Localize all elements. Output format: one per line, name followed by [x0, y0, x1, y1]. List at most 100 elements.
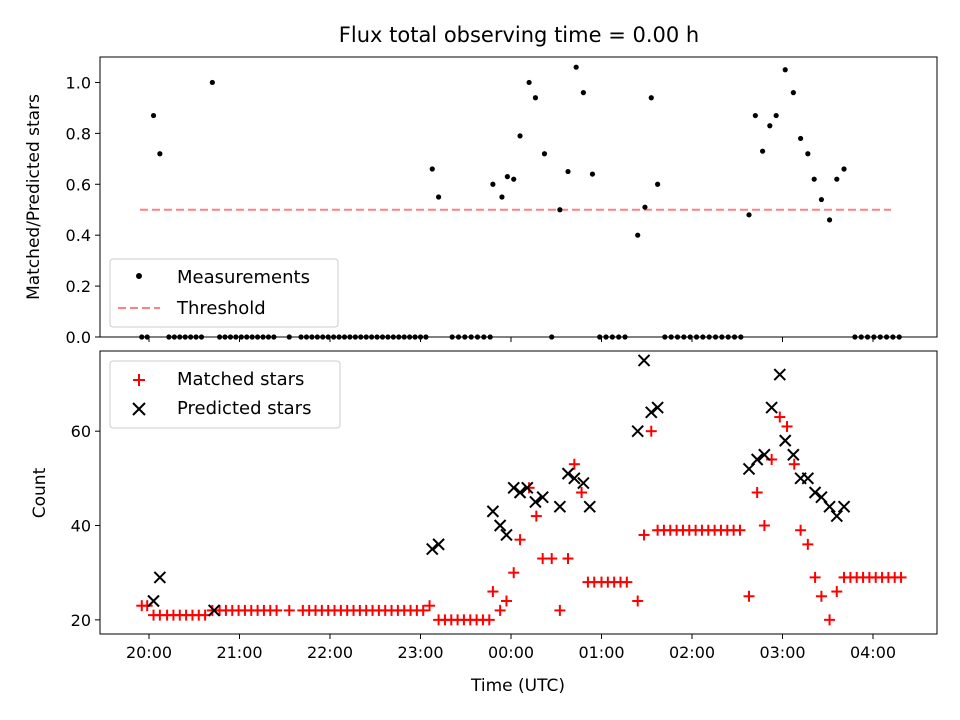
measurement-point — [767, 123, 773, 129]
predicted-star-point — [432, 538, 445, 551]
matched-star-point — [895, 571, 907, 583]
measurement-point — [504, 174, 510, 180]
predicted-star-point — [536, 491, 549, 504]
predicted-star-point — [637, 354, 651, 367]
ratio-panel: 0.0 0.2 0.4 0.6 0.8 1.0 Matched/Predicted sta… — [24, 56, 938, 347]
matched-star-point — [638, 529, 650, 541]
legend-label-matched: Matched stars — [177, 369, 304, 390]
ratio-y-tick-label: 0.2 — [66, 277, 91, 296]
measurement-point — [811, 176, 817, 182]
predicted-star-point — [147, 594, 160, 608]
matched-star-point — [795, 524, 807, 536]
measurement-point — [157, 151, 163, 157]
matched-star-point — [514, 534, 526, 546]
matched-star-point — [815, 590, 827, 602]
matched-star-point — [576, 487, 588, 498]
predicted-star-point — [500, 528, 513, 542]
ratio-y-axis-label: Matched/Predicted stars — [24, 94, 44, 300]
count-x-axis-label: Time (UTC) — [470, 676, 565, 696]
measurement-point — [759, 148, 766, 154]
matched-star-point — [751, 487, 763, 498]
predicted-star-point — [808, 486, 822, 499]
predicted-star-point — [529, 495, 542, 509]
predicted-star-point — [773, 368, 786, 381]
matched-star-point — [809, 571, 821, 583]
count-y-tick-label: 40 — [71, 517, 91, 536]
predicted-star-point — [837, 500, 851, 513]
predicted-star-point — [758, 448, 771, 461]
ratio-y-tick-label: 0.8 — [66, 124, 91, 143]
matched-star-point — [417, 604, 429, 616]
measurement-point — [746, 212, 752, 218]
matched-star-point — [621, 576, 633, 588]
matched-star-point — [831, 586, 843, 598]
measurement-point — [580, 90, 587, 96]
matched-star-point — [758, 520, 770, 532]
predicted-star-point — [486, 505, 500, 518]
count-marks — [136, 354, 907, 626]
count-y-tick-label: 20 — [71, 611, 91, 630]
measurement-point — [826, 217, 833, 223]
matched-star-point — [141, 600, 153, 612]
count-legend-box — [109, 360, 341, 429]
count-legend: Matched stars Predicted stars — [109, 360, 341, 429]
matched-star-point — [530, 510, 542, 522]
predicted-star-point — [651, 401, 664, 414]
predicted-star-point — [521, 481, 534, 494]
predicted-star-point — [765, 401, 778, 414]
measurement-point — [834, 176, 840, 182]
matched-star-point — [554, 604, 566, 616]
matched-star-point — [645, 425, 657, 437]
predicted-star-point — [553, 500, 567, 513]
measurement-point — [818, 196, 825, 203]
measurement-point — [557, 207, 563, 213]
legend-marker-matched — [133, 374, 145, 386]
matched-star-point — [283, 604, 295, 616]
measurement-point — [790, 90, 796, 96]
measurement-point — [429, 166, 435, 172]
predicted-star-point — [787, 448, 800, 461]
matched-star-point — [788, 458, 800, 470]
predicted-star-point — [426, 542, 439, 556]
predicted-star-point — [493, 519, 507, 532]
measurement-point — [655, 181, 661, 187]
count-panel: 20 40 60 20:00 21:00 22:00 23:00 00:00 01:00 02:… — [30, 350, 938, 696]
matched-star-point — [632, 595, 644, 607]
predicted-star-point — [513, 486, 527, 499]
legend-label-predicted: Predicted stars — [177, 398, 311, 419]
predicted-star-point — [823, 500, 836, 513]
matched-star-point — [743, 590, 755, 602]
predicted-star-point — [645, 406, 658, 419]
matched-star-point — [734, 524, 746, 536]
measurement-point — [841, 166, 847, 172]
matched-star-point — [562, 553, 574, 565]
count-x-tick-label: 03:00 — [759, 643, 805, 662]
matched-star-point — [500, 595, 512, 607]
count-x-tick-label: 20:00 — [126, 643, 172, 662]
predicted-star-point — [583, 500, 596, 513]
count-x-tick-label: 04:00 — [850, 643, 896, 662]
count-x-tick-label: 01:00 — [578, 643, 624, 662]
count-x-tick-label: 02:00 — [669, 643, 715, 662]
ratio-y-ticks: 0.0 0.2 0.4 0.6 0.8 1.0 — [66, 73, 100, 347]
predicted-star-point — [507, 481, 520, 494]
measurement-point — [752, 112, 758, 119]
predicted-star-point — [207, 604, 221, 617]
measurement-point — [773, 112, 779, 119]
measurement-point — [150, 112, 157, 119]
ratio-y-tick-label: 1.0 — [66, 73, 91, 92]
measurement-point — [526, 79, 532, 86]
measurement-point — [541, 151, 548, 157]
measurement-point — [532, 95, 539, 101]
predicted-star-point — [577, 476, 590, 490]
matched-star-point — [568, 458, 580, 470]
measurement-point — [642, 204, 648, 210]
matched-star-point — [424, 600, 436, 612]
ratio-y-tick-label: 0.4 — [66, 226, 91, 245]
matched-star-point — [781, 420, 793, 432]
matched-star-point — [774, 411, 786, 423]
measurement-point — [805, 151, 811, 157]
predicted-star-point — [561, 467, 575, 480]
count-x-tick-label: 22:00 — [307, 643, 353, 662]
count-y-tick-label: 60 — [71, 422, 91, 441]
